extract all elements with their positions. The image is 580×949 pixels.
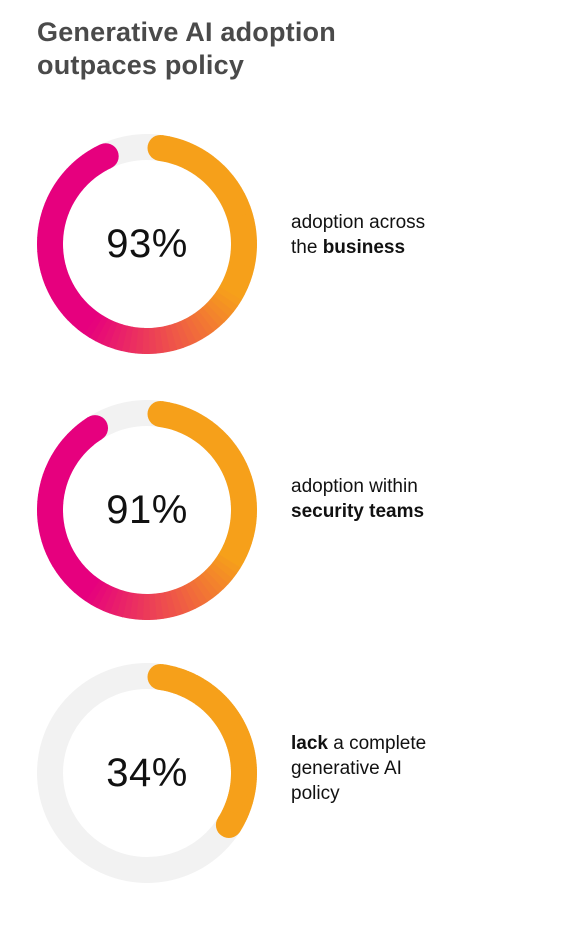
donut-svg-policy <box>37 663 257 883</box>
donut-arc-policy <box>147 663 257 838</box>
stat-description-policy: lack a complete generative AI policy <box>291 731 541 806</box>
page-title: Generative AI adoption outpaces policy <box>37 17 336 80</box>
percent-label-policy: 34% <box>106 750 188 795</box>
donut-arc-end-cap <box>215 811 242 838</box>
donut-arc-security <box>36 400 257 620</box>
desc-line-2: generative AI <box>291 758 402 779</box>
donut-arc-end-cap <box>92 143 119 170</box>
desc-rest: a complete <box>327 733 427 754</box>
donut-chart-business <box>31 128 263 360</box>
stat-description-business: adoption across the business <box>291 210 541 260</box>
donut-svg-security <box>36 400 257 620</box>
donut-chart-policy <box>31 657 263 889</box>
stat-description-security: adoption within security teams <box>291 474 541 524</box>
desc-line-3: policy <box>291 783 340 804</box>
percent-label-business: 93% <box>106 221 188 266</box>
desc-line-1: lack a complete <box>291 731 541 756</box>
donut-arc-start-cap <box>147 663 174 690</box>
stat-security-adoption: 91% adoption within security teams <box>0 394 580 634</box>
donut-chart-security <box>31 394 263 626</box>
stat-business-adoption: 93% adoption across the business <box>0 128 580 368</box>
desc-line-1: adoption across <box>291 212 426 233</box>
desc-line-2: security teams <box>291 499 541 524</box>
desc-line-2: the business <box>291 235 541 260</box>
donut-arc-start-cap <box>147 400 174 427</box>
desc-line-1: adoption within <box>291 476 418 497</box>
desc-bold: lack <box>291 733 328 754</box>
percent-label-security: 91% <box>106 487 188 532</box>
donut-arc-end-cap <box>82 415 109 442</box>
desc-bold: security teams <box>291 501 425 522</box>
stat-policy-gap: 34% lack a complete generative AI policy <box>0 657 580 897</box>
donut-arc-start-cap <box>147 134 174 161</box>
desc-bold: business <box>322 237 406 258</box>
donut-svg-business <box>36 134 257 354</box>
desc-prefix: the <box>291 237 323 258</box>
donut-arc-business <box>36 134 257 354</box>
